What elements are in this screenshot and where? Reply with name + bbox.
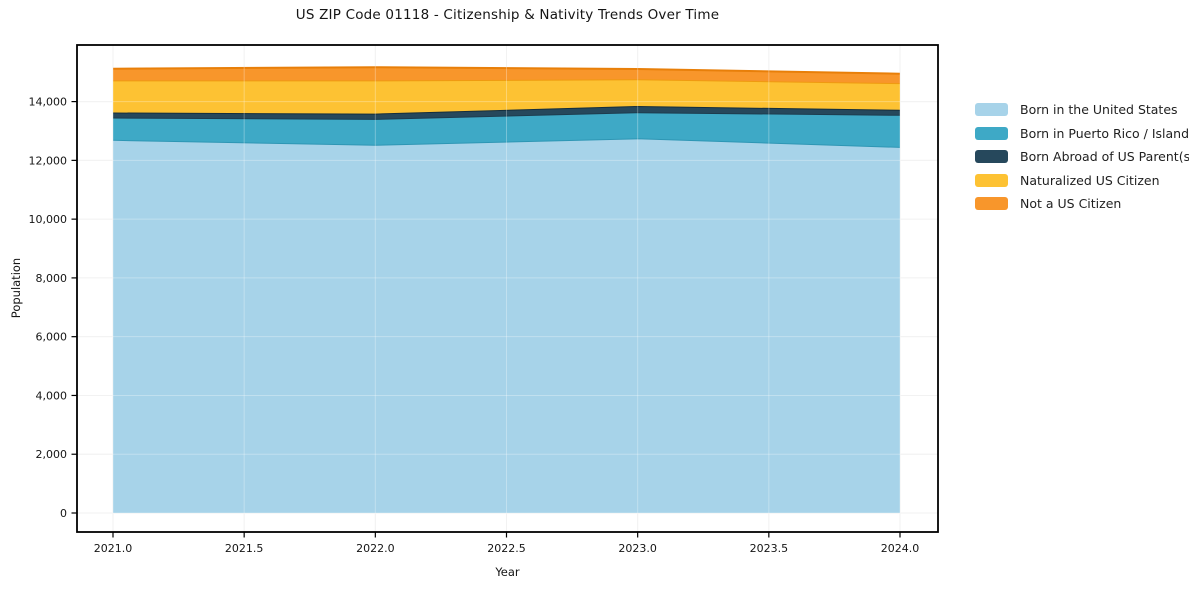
area-edge-4 xyxy=(112,66,901,75)
x-tick-label: 2024.0 xyxy=(881,542,920,555)
legend-swatch-naturalized xyxy=(975,173,1008,187)
x-tick-label: 2021.0 xyxy=(94,542,133,555)
area-series-1 xyxy=(113,112,900,147)
legend-label: Not a US Citizen xyxy=(1020,196,1122,212)
y-tick-label: 2,000 xyxy=(36,448,68,461)
x-tick-label: 2023.0 xyxy=(618,542,657,555)
y-tick-label: 10,000 xyxy=(29,213,68,226)
area-series-3 xyxy=(113,79,900,114)
legend-item: Born in the United States xyxy=(975,102,1189,118)
x-tick-labels: 2021.0 2021.5 2022.0 2022.5 2023.0 2023.5 2024… xyxy=(94,542,920,555)
y-tick-label: 6,000 xyxy=(36,331,68,344)
legend-label: Born in the United States xyxy=(1020,102,1178,118)
legend: Born in the United States Born in Puerto… xyxy=(975,102,1189,212)
gridlines-overlay xyxy=(77,45,938,532)
y-tick-label: 14,000 xyxy=(29,96,68,109)
legend-item: Born Abroad of US Parent(s) xyxy=(975,149,1189,165)
area-series-0 xyxy=(113,138,900,514)
legend-label: Naturalized US Citizen xyxy=(1020,172,1160,188)
stacked-areas xyxy=(112,66,901,514)
legend-swatch-born-pr xyxy=(975,126,1008,140)
x-tick-label: 2022.5 xyxy=(487,542,526,555)
legend-label: Born Abroad of US Parent(s) xyxy=(1020,149,1189,165)
x-axis-label: Year xyxy=(495,565,520,579)
legend-swatch-noncitizen xyxy=(975,197,1008,211)
legend-item: Not a US Citizen xyxy=(975,196,1189,212)
legend-swatch-born-abroad xyxy=(975,150,1008,164)
y-tick-labels: 0 2,000 4,000 6,000 8,000 10,000 12,000 14,000 xyxy=(29,96,68,520)
y-tick-label: 12,000 xyxy=(29,154,68,167)
legend-label: Born in Puerto Rico / Islands xyxy=(1020,125,1189,141)
x-tick-label: 2022.0 xyxy=(356,542,395,555)
x-tick-label: 2021.5 xyxy=(225,542,264,555)
area-edge-2 xyxy=(112,105,901,115)
area-series-4 xyxy=(113,67,900,84)
x-tick-label: 2023.5 xyxy=(750,542,789,555)
legend-item: Born in Puerto Rico / Islands xyxy=(975,125,1189,141)
y-axis-label: Population xyxy=(9,257,23,319)
area-series-2 xyxy=(113,106,900,119)
legend-item: Naturalized US Citizen xyxy=(975,172,1189,188)
y-tick-label: 8,000 xyxy=(36,272,68,285)
y-tick-label: 4,000 xyxy=(36,389,68,402)
tick-marks xyxy=(71,100,901,538)
y-tick-label: 0 xyxy=(60,507,67,520)
plot-border xyxy=(76,44,939,533)
legend-swatch-born-us xyxy=(975,103,1008,117)
chart-title: US ZIP Code 01118 - Citizenship & Nativi… xyxy=(295,7,720,23)
